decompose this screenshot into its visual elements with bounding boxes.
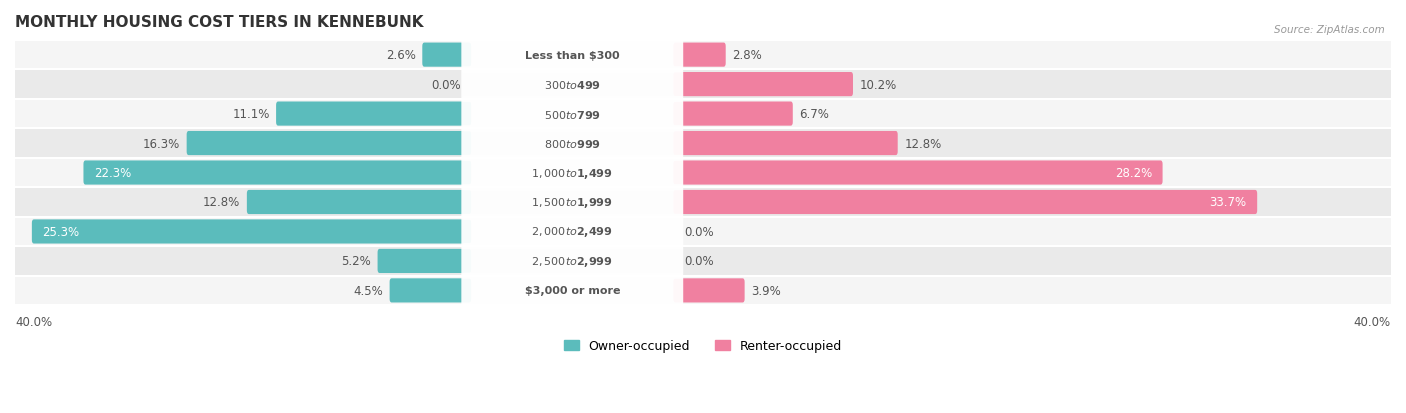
FancyBboxPatch shape bbox=[673, 279, 745, 303]
FancyBboxPatch shape bbox=[673, 102, 793, 126]
FancyBboxPatch shape bbox=[461, 97, 683, 132]
Text: 22.3%: 22.3% bbox=[94, 166, 131, 180]
FancyBboxPatch shape bbox=[276, 102, 471, 126]
Text: 25.3%: 25.3% bbox=[42, 225, 80, 238]
Text: 5.2%: 5.2% bbox=[342, 255, 371, 268]
Text: 6.7%: 6.7% bbox=[800, 108, 830, 121]
Text: 3.9%: 3.9% bbox=[751, 284, 780, 297]
Text: 12.8%: 12.8% bbox=[904, 137, 942, 150]
FancyBboxPatch shape bbox=[389, 279, 471, 303]
Text: $2,000 to $2,499: $2,000 to $2,499 bbox=[531, 225, 613, 239]
Text: 2.6%: 2.6% bbox=[385, 49, 416, 62]
Text: $1,000 to $1,499: $1,000 to $1,499 bbox=[531, 166, 613, 180]
Text: 40.0%: 40.0% bbox=[15, 316, 52, 329]
Text: 4.5%: 4.5% bbox=[353, 284, 382, 297]
FancyBboxPatch shape bbox=[673, 190, 1257, 214]
Text: 40.0%: 40.0% bbox=[1354, 316, 1391, 329]
Text: Less than $300: Less than $300 bbox=[524, 50, 620, 60]
FancyBboxPatch shape bbox=[673, 73, 853, 97]
Text: 12.8%: 12.8% bbox=[202, 196, 240, 209]
FancyBboxPatch shape bbox=[15, 247, 1391, 276]
FancyBboxPatch shape bbox=[247, 190, 471, 214]
Text: $300 to $499: $300 to $499 bbox=[544, 79, 600, 91]
Text: 28.2%: 28.2% bbox=[1115, 166, 1152, 180]
FancyBboxPatch shape bbox=[32, 220, 471, 244]
FancyBboxPatch shape bbox=[461, 185, 683, 220]
Text: 33.7%: 33.7% bbox=[1209, 196, 1247, 209]
Text: $2,500 to $2,999: $2,500 to $2,999 bbox=[531, 254, 613, 268]
FancyBboxPatch shape bbox=[673, 132, 897, 156]
Text: Source: ZipAtlas.com: Source: ZipAtlas.com bbox=[1274, 25, 1385, 35]
FancyBboxPatch shape bbox=[461, 244, 683, 279]
FancyBboxPatch shape bbox=[378, 249, 471, 273]
FancyBboxPatch shape bbox=[461, 155, 683, 191]
FancyBboxPatch shape bbox=[15, 188, 1391, 217]
Text: 2.8%: 2.8% bbox=[733, 49, 762, 62]
Legend: Owner-occupied, Renter-occupied: Owner-occupied, Renter-occupied bbox=[558, 335, 848, 357]
FancyBboxPatch shape bbox=[461, 273, 683, 309]
FancyBboxPatch shape bbox=[673, 161, 1163, 185]
Text: 16.3%: 16.3% bbox=[143, 137, 180, 150]
FancyBboxPatch shape bbox=[15, 217, 1391, 247]
FancyBboxPatch shape bbox=[673, 43, 725, 68]
Text: 10.2%: 10.2% bbox=[859, 78, 897, 91]
FancyBboxPatch shape bbox=[15, 159, 1391, 188]
Text: 0.0%: 0.0% bbox=[430, 78, 461, 91]
Text: 11.1%: 11.1% bbox=[232, 108, 270, 121]
FancyBboxPatch shape bbox=[461, 126, 683, 161]
FancyBboxPatch shape bbox=[461, 67, 683, 102]
FancyBboxPatch shape bbox=[15, 129, 1391, 159]
Text: 0.0%: 0.0% bbox=[685, 225, 714, 238]
FancyBboxPatch shape bbox=[15, 70, 1391, 100]
FancyBboxPatch shape bbox=[422, 43, 471, 68]
Text: $1,500 to $1,999: $1,500 to $1,999 bbox=[531, 195, 613, 209]
Text: 0.0%: 0.0% bbox=[685, 255, 714, 268]
FancyBboxPatch shape bbox=[187, 132, 471, 156]
FancyBboxPatch shape bbox=[83, 161, 471, 185]
FancyBboxPatch shape bbox=[461, 38, 683, 73]
Text: MONTHLY HOUSING COST TIERS IN KENNEBUNK: MONTHLY HOUSING COST TIERS IN KENNEBUNK bbox=[15, 15, 423, 30]
Text: $3,000 or more: $3,000 or more bbox=[524, 286, 620, 296]
FancyBboxPatch shape bbox=[461, 214, 683, 249]
Text: $800 to $999: $800 to $999 bbox=[544, 138, 600, 150]
FancyBboxPatch shape bbox=[15, 276, 1391, 305]
Text: $500 to $799: $500 to $799 bbox=[544, 108, 600, 120]
FancyBboxPatch shape bbox=[15, 41, 1391, 70]
FancyBboxPatch shape bbox=[15, 100, 1391, 129]
